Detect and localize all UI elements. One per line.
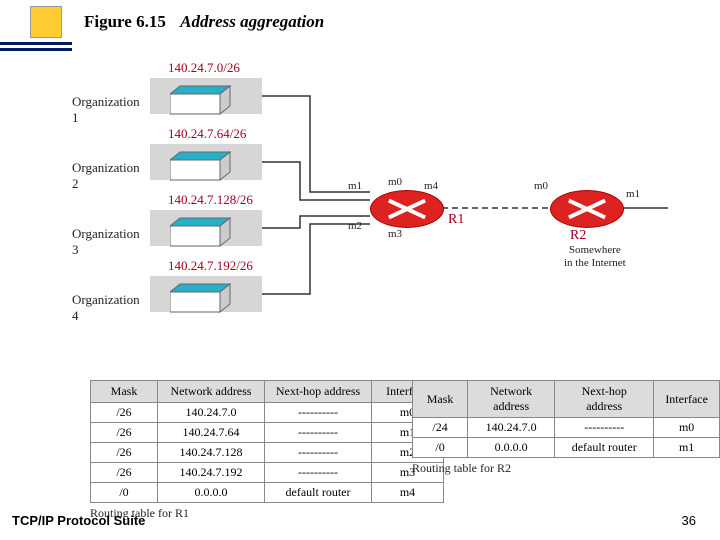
org-net-1: 140.24.7.0/26	[168, 60, 240, 76]
r2-note: Somewhere in the Internet	[564, 244, 626, 270]
org-net-4: 140.24.7.192/26	[168, 258, 253, 274]
r1-port-m0: m0	[388, 176, 402, 188]
table-cell: default router	[265, 483, 372, 503]
table-cell: m4	[372, 483, 444, 503]
table-cell: 140.24.7.64	[158, 423, 265, 443]
table-cell: ----------	[555, 418, 654, 438]
table-cell: 140.24.7.192	[158, 463, 265, 483]
org-net-2: 140.24.7.64/26	[168, 126, 246, 142]
r1-port-m2: m2	[348, 220, 362, 232]
routing-table-r2-caption: Routing table for R2	[412, 461, 720, 476]
table-cell: /0	[91, 483, 158, 503]
slide-bullet-square	[30, 6, 62, 38]
slide-top-rule-1	[0, 42, 72, 45]
org-label-1: Organization 1	[72, 94, 140, 126]
org-net-3: 140.24.7.128/26	[168, 192, 253, 208]
figure-caption: Address aggregation	[180, 12, 324, 31]
table-row: /26140.24.7.192----------m3	[91, 463, 444, 483]
table-cell: /26	[91, 423, 158, 443]
table-cell: ----------	[265, 443, 372, 463]
r1-port-m4: m4	[424, 180, 438, 192]
table-cell: ----------	[265, 403, 372, 423]
router-r1-label: R1	[448, 212, 464, 228]
table-cell: ----------	[265, 463, 372, 483]
table-cell: ----------	[265, 423, 372, 443]
routing-table-r1: MaskNetwork addressNext-hop addressInter…	[90, 380, 444, 503]
table-col-header: Network address	[468, 381, 555, 418]
r1-port-m1: m1	[348, 180, 362, 192]
table-col-header: Interface	[654, 381, 720, 418]
org-label-4: Organization 4	[72, 292, 140, 324]
table-cell: m0	[654, 418, 720, 438]
table-row: /00.0.0.0default routerm4	[91, 483, 444, 503]
server-icon	[170, 150, 230, 174]
table-cell: 0.0.0.0	[158, 483, 265, 503]
table-cell: 140.24.7.128	[158, 443, 265, 463]
router-r2-label: R2	[570, 228, 586, 244]
org-label-2: Organization 2	[72, 160, 140, 192]
slide-number: 36	[682, 513, 696, 528]
table-col-header: Network address	[158, 381, 265, 403]
table-col-header: Mask	[91, 381, 158, 403]
router-icon	[550, 190, 624, 228]
org-label-3: Organization 3	[72, 226, 140, 258]
figure-number: Figure 6.15	[84, 12, 166, 31]
router-r1	[370, 190, 442, 226]
table-cell: 140.24.7.0	[468, 418, 555, 438]
table-row: /26140.24.7.128----------m2	[91, 443, 444, 463]
table-cell: /24	[413, 418, 468, 438]
footer-left: TCP/IP Protocol Suite	[12, 513, 145, 528]
table-cell: default router	[555, 438, 654, 458]
routing-table-r2: MaskNetwork addressNext-hop addressInter…	[412, 380, 720, 458]
table-cell: /26	[91, 443, 158, 463]
server-icon	[170, 84, 230, 108]
table-row: /26140.24.7.64----------m1	[91, 423, 444, 443]
table-col-header: Next-hop address	[265, 381, 372, 403]
figure-title: Figure 6.15 Address aggregation	[84, 12, 324, 32]
slide-top-rule-2	[0, 48, 72, 51]
table-row: /24140.24.7.0----------m0	[413, 418, 720, 438]
server-icon	[170, 282, 230, 306]
table-cell: m1	[654, 438, 720, 458]
r2-port-m0: m0	[534, 180, 548, 192]
table-cell: /0	[413, 438, 468, 458]
router-r2	[550, 190, 622, 226]
routing-table-r1-wrap: MaskNetwork addressNext-hop addressInter…	[90, 380, 444, 521]
table-row: /26140.24.7.0----------m0	[91, 403, 444, 423]
r2-port-m1: m1	[626, 188, 640, 200]
diagram-area: 140.24.7.0/26 Organization 1 140.24.7.64…	[90, 60, 690, 370]
table-cell: 140.24.7.0	[158, 403, 265, 423]
table-cell: 0.0.0.0	[468, 438, 555, 458]
table-cell: /26	[91, 403, 158, 423]
table-col-header: Mask	[413, 381, 468, 418]
router-icon	[370, 190, 444, 228]
routing-table-r2-wrap: MaskNetwork addressNext-hop addressInter…	[412, 380, 720, 476]
table-col-header: Next-hop address	[555, 381, 654, 418]
r1-port-m3: m3	[388, 228, 402, 240]
server-icon	[170, 216, 230, 240]
table-cell: /26	[91, 463, 158, 483]
table-row: /00.0.0.0default routerm1	[413, 438, 720, 458]
